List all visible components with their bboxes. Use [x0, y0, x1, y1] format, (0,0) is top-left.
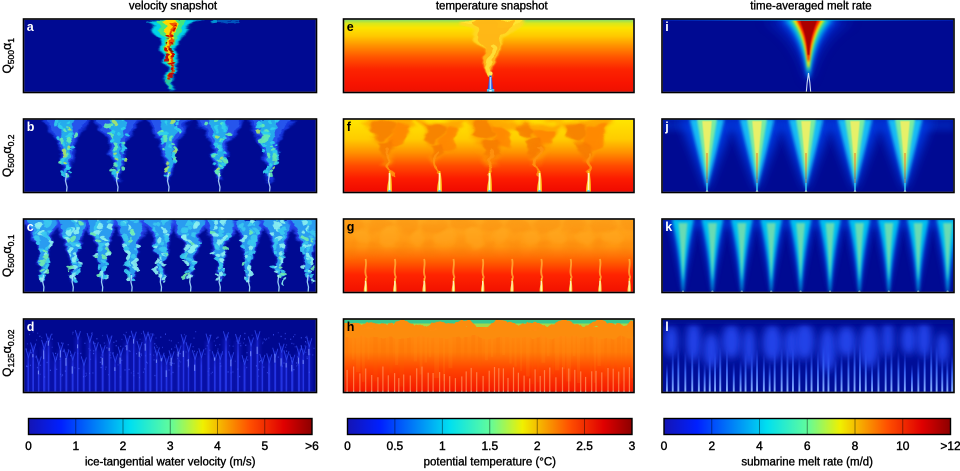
svg-text:e: e	[347, 20, 354, 34]
svg-text:velocity snapshot: velocity snapshot	[129, 1, 218, 13]
svg-text:c: c	[27, 220, 34, 234]
svg-text:Q500α1: Q500α1	[0, 38, 16, 74]
svg-text:>6: >6	[305, 439, 319, 453]
svg-text:potential temperature (°C): potential temperature (°C)	[424, 456, 557, 468]
svg-text:l: l	[665, 320, 668, 334]
svg-text:3: 3	[629, 439, 636, 453]
svg-text:10: 10	[896, 439, 910, 453]
svg-text:3: 3	[167, 439, 174, 453]
svg-text:temperature snapshot: temperature snapshot	[436, 1, 549, 13]
svg-text:1: 1	[72, 439, 79, 453]
svg-text:4: 4	[214, 439, 221, 453]
svg-text:5: 5	[261, 439, 268, 453]
svg-text:ice-tangential water velocity: ice-tangential water velocity (m/s)	[85, 456, 256, 468]
svg-text:>12: >12	[940, 439, 960, 453]
svg-text:4: 4	[756, 439, 763, 453]
svg-text:8: 8	[852, 439, 859, 453]
svg-text:2: 2	[120, 439, 127, 453]
svg-text:0.5: 0.5	[387, 439, 404, 453]
svg-text:0: 0	[25, 439, 32, 453]
svg-text:2: 2	[534, 439, 541, 453]
svg-text:g: g	[347, 220, 355, 234]
svg-text:j: j	[664, 120, 668, 134]
svg-text:0: 0	[344, 439, 351, 453]
svg-text:i: i	[665, 20, 668, 34]
svg-text:h: h	[347, 320, 355, 334]
svg-text:submarine melt rate (m/d): submarine melt rate (m/d)	[741, 456, 873, 468]
svg-text:2.5: 2.5	[576, 439, 593, 453]
svg-text:6: 6	[804, 439, 811, 453]
svg-text:a: a	[27, 20, 35, 34]
svg-text:0: 0	[661, 439, 668, 453]
svg-text:1: 1	[439, 439, 446, 453]
svg-text:b: b	[27, 120, 35, 134]
svg-text:1.5: 1.5	[481, 439, 498, 453]
svg-text:d: d	[27, 320, 35, 334]
svg-text:k: k	[665, 220, 672, 234]
svg-text:f: f	[347, 120, 352, 134]
svg-text:2: 2	[708, 439, 715, 453]
svg-text:time-averaged melt rate: time-averaged melt rate	[750, 1, 871, 13]
